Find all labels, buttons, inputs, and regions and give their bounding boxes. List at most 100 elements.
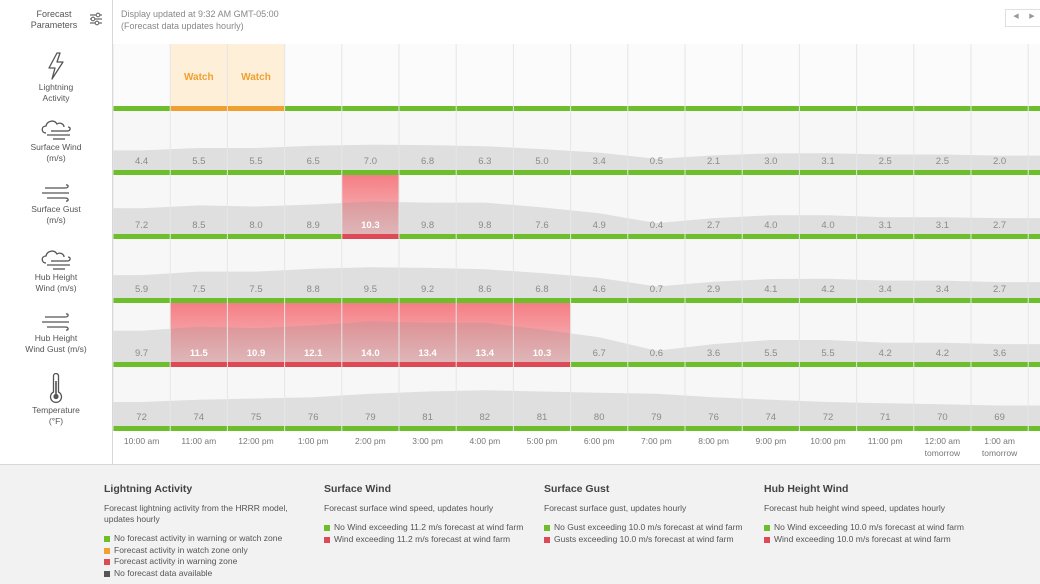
value-label: 4.0 <box>821 220 834 231</box>
value-label: 79 <box>365 412 376 423</box>
prev-arrow-icon[interactable]: ◀ <box>1013 13 1019 20</box>
legend-item-text: Wind exceeding 11.2 m/s forecast at wind… <box>334 533 511 544</box>
param-surface-wind-label: Surface Wind (m/s) <box>0 142 112 164</box>
parameters-title-line1: Forecast <box>36 9 72 19</box>
time-label: 6:00 pm <box>584 436 615 446</box>
value-profile-area <box>113 390 1040 426</box>
value-label: 5.5 <box>249 156 262 167</box>
value-label: 3.4 <box>593 156 606 167</box>
value-label: 2.7 <box>707 220 720 231</box>
lightning-status-bar <box>227 106 285 111</box>
value-label: 7.6 <box>535 220 548 231</box>
value-label: 7.0 <box>364 156 377 167</box>
time-label: 5:00 pm <box>527 436 558 446</box>
parameter-status-bar <box>284 170 342 175</box>
parameter-status-bar <box>913 362 971 367</box>
legend-item: Wind exceeding 11.2 m/s forecast at wind… <box>324 534 534 546</box>
legend-swatch <box>764 525 770 531</box>
thermometer-icon <box>49 373 63 403</box>
value-label: 5.5 <box>764 348 777 359</box>
lightning-status-bar <box>456 106 514 111</box>
value-label: 4.4 <box>135 156 148 167</box>
value-label: 71 <box>880 412 891 423</box>
legend-swatch <box>324 536 330 543</box>
time-label: 11:00 am <box>181 436 216 446</box>
value-profile-area <box>113 321 1040 362</box>
value-profile-area <box>113 267 1040 298</box>
parameter-status-bar <box>799 426 857 431</box>
value-label: 76 <box>708 412 719 423</box>
value-label: 3.1 <box>879 220 892 231</box>
time-label: 1:00 am <box>984 436 1015 446</box>
lightning-status-bar <box>570 106 628 111</box>
parameter-row-bg <box>113 175 1040 234</box>
parameter-status-bar <box>113 298 171 303</box>
parameter-status-bar <box>399 362 457 367</box>
warning-cell <box>341 175 399 234</box>
param-surface-wind-line1: Surface Wind <box>30 142 82 152</box>
parameter-status-bar <box>570 298 628 303</box>
parameter-status-bar <box>971 234 1029 239</box>
parameter-status-bar <box>113 234 171 239</box>
lightning-status-bar <box>170 106 228 111</box>
parameter-status-bar <box>856 298 914 303</box>
legend-swatch <box>104 559 110 565</box>
parameter-status-bar <box>456 426 514 431</box>
parameter-status-bar <box>913 170 971 175</box>
parameter-status-bar <box>456 234 514 239</box>
legend-item-text: Wind exceeding 10.0 m/s forecast at wind… <box>774 533 951 544</box>
param-surface-gust: Surface Gust (m/s) <box>0 184 112 226</box>
value-label: 2.7 <box>993 220 1006 231</box>
parameter-status-bar <box>1028 362 1040 367</box>
parameter-status-bar <box>513 234 571 239</box>
settings-sliders-icon[interactable] <box>89 12 103 26</box>
value-label: 72 <box>823 412 834 423</box>
parameter-status-bar <box>856 426 914 431</box>
param-hub-wind-line2: Wind (m/s) <box>35 283 77 293</box>
legend-title: Surface Gust <box>544 483 610 495</box>
next-arrow-icon[interactable]: ▶ <box>1029 13 1035 20</box>
parameter-status-bar <box>284 362 342 367</box>
value-label: 10.9 <box>247 348 266 359</box>
legend-swatch <box>104 536 110 542</box>
param-lightning-line2: Activity <box>42 93 70 103</box>
parameter-status-bar <box>913 426 971 431</box>
parameter-status-bar <box>627 298 685 303</box>
lightning-status-bar <box>399 106 457 111</box>
time-label: 9:00 pm <box>755 436 786 446</box>
parameter-status-bar <box>685 426 743 431</box>
lightning-watch-cell <box>170 44 228 106</box>
legend-title: Surface Wind <box>324 483 391 495</box>
wind-icon <box>41 120 71 140</box>
parameter-status-bar <box>1028 234 1040 239</box>
legend-item-text: Forecast activity in watch zone only <box>114 544 248 555</box>
value-label: 6.7 <box>593 348 606 359</box>
update-frequency-text: (Forecast data updates hourly) <box>121 21 244 31</box>
parameter-status-bar <box>513 170 571 175</box>
legend-item: No Wind exceeding 10.0 m/s forecast at w… <box>764 522 974 534</box>
legend-item: Forecast activity in warning zone <box>104 556 314 568</box>
param-lightning-label: Lightning Activity <box>0 82 112 104</box>
legend-item-text: No Wind exceeding 11.2 m/s forecast at w… <box>334 522 524 532</box>
parameter-status-bar <box>227 234 285 239</box>
param-hub-gust: Hub Height Wind Gust (m/s) <box>0 313 112 355</box>
time-label: 10:00 am <box>124 436 159 446</box>
lightning-status-bar <box>913 106 971 111</box>
lightning-icon <box>48 52 64 80</box>
param-surface-gust-label: Surface Gust (m/s) <box>0 204 112 226</box>
time-label: 10:00 pm <box>810 436 845 446</box>
parameter-status-bar <box>627 170 685 175</box>
parameter-status-bar <box>227 170 285 175</box>
value-label: 5.5 <box>821 348 834 359</box>
warning-cell <box>170 303 228 362</box>
param-hub-wind-label: Hub Height Wind (m/s) <box>0 272 112 294</box>
value-label: 9.8 <box>421 220 434 231</box>
value-label: 7.5 <box>249 284 262 295</box>
param-hub-gust-line2: Wind Gust (m/s) <box>25 344 87 354</box>
time-label: 7:00 pm <box>641 436 672 446</box>
parameter-status-bar <box>341 170 399 175</box>
value-label: 0.5 <box>650 156 663 167</box>
param-temperature-label: Temperature (°F) <box>0 405 112 427</box>
lightning-status-bar <box>513 106 571 111</box>
parameters-title-line2: Parameters <box>30 20 78 30</box>
